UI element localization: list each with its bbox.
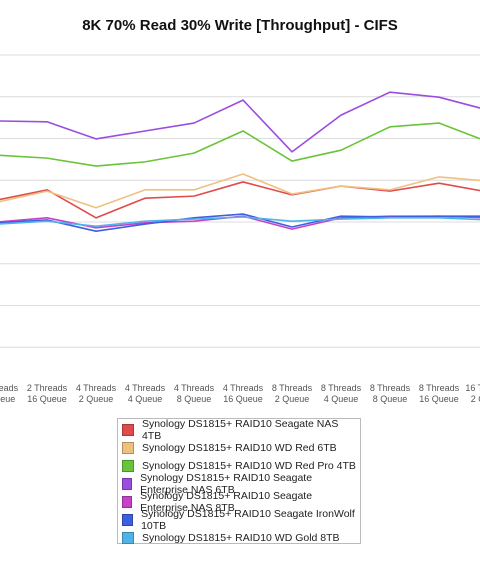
- legend-swatch: [122, 496, 133, 508]
- legend-item: Synology DS1815+ RAID10 Seagate Enterpri…: [118, 472, 360, 496]
- legend-item: Synology DS1815+ RAID10 WD Red 6TB: [118, 439, 360, 457]
- x-tick-label: 16 Threads 2 Queue: [465, 383, 480, 404]
- legend-label: Synology DS1815+ RAID10 Seagate Enterpri…: [140, 472, 313, 496]
- x-tick-label: 8 Threads 16 Queue: [418, 383, 460, 404]
- legend-item: Synology DS1815+ RAID10 WD Red Pro 4TB: [118, 457, 360, 475]
- series-line: [0, 181, 480, 219]
- x-tick-label: 8 Threads 8 Queue: [369, 383, 411, 404]
- x-tick-label: 8 Threads 2 Queue: [271, 383, 313, 404]
- legend-label: Synology DS1815+ RAID10 Seagate NAS 4TB: [141, 418, 339, 442]
- legend-swatch: [122, 532, 134, 544]
- legend-swatch: [122, 514, 134, 526]
- legend: Synology DS1815+ RAID10 Seagate NAS 4TB S…: [117, 418, 361, 544]
- x-tick-label: 8 Threads 4 Queue: [320, 383, 362, 404]
- legend-label: Synology DS1815+ RAID10 Seagate Enterpri…: [140, 490, 313, 514]
- series-line: [0, 122, 480, 167]
- x-tick-label: 2 Threads 16 Queue: [26, 383, 68, 404]
- series-line: [0, 213, 480, 232]
- legend-swatch: [122, 460, 134, 472]
- legend-item: Synology DS1815+ RAID10 Seagate Enterpri…: [118, 490, 360, 514]
- series-line: [0, 173, 480, 209]
- series-line: [0, 91, 480, 153]
- x-tick-label: 4 Threads 16 Queue: [222, 383, 264, 404]
- series-line: [0, 216, 480, 227]
- legend-label: Synology DS1815+ RAID10 WD Gold 8TB: [142, 532, 340, 544]
- x-tick-label: 4 Threads 2 Queue: [75, 383, 117, 404]
- legend-item: Synology DS1815+ RAID10 Seagate IronWolf…: [118, 508, 360, 532]
- x-tick-label: 2 Threads 8 Queue: [0, 383, 19, 404]
- x-tick-label: 4 Threads 4 Queue: [124, 383, 166, 404]
- grid: [0, 54, 480, 348]
- legend-swatch: [122, 478, 133, 490]
- legend-label: Synology DS1815+ RAID10 WD Red Pro 4TB: [142, 460, 356, 472]
- legend-swatch: [122, 424, 134, 436]
- legend-label: Synology DS1815+ RAID10 WD Red 6TB: [142, 442, 337, 454]
- legend-swatch: [122, 442, 134, 454]
- x-tick-label: 4 Threads 8 Queue: [173, 383, 215, 404]
- legend-item: Synology DS1815+ RAID10 Seagate NAS 4TB: [118, 418, 360, 442]
- chart-title: 8K 70% Read 30% Write [Throughput] - CIF…: [82, 17, 398, 34]
- legend-label: Synology DS1815+ RAID10 Seagate IronWolf…: [141, 508, 355, 532]
- plot: [0, 91, 480, 232]
- legend-item: Synology DS1815+ RAID10 WD Gold 8TB: [118, 529, 360, 547]
